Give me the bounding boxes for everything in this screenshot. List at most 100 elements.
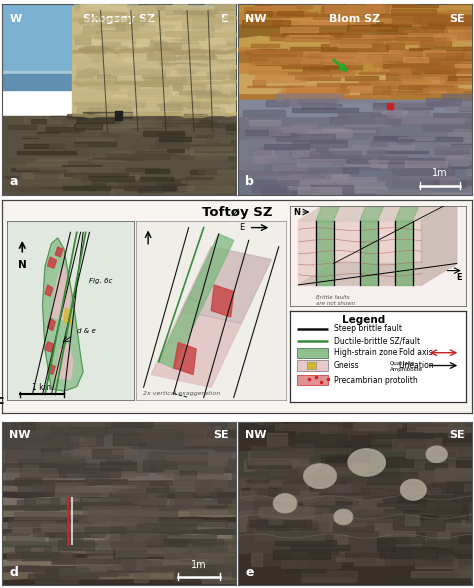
Bar [200, 47, 225, 55]
Bar [86, 521, 128, 529]
Bar [146, 539, 186, 546]
Bar [164, 121, 212, 126]
Bar [63, 186, 109, 191]
Bar [182, 570, 228, 575]
Text: d: d [9, 566, 18, 579]
Bar [225, 23, 272, 26]
Bar [392, 168, 454, 175]
Bar [141, 87, 154, 92]
Bar [383, 174, 396, 178]
Bar [128, 89, 168, 96]
Bar [426, 98, 461, 105]
Bar [253, 16, 265, 19]
Bar [459, 536, 474, 543]
Bar [145, 169, 169, 173]
Bar [38, 158, 85, 160]
Bar [115, 46, 126, 51]
Bar [41, 447, 60, 457]
Bar [178, 431, 223, 436]
Bar [293, 499, 358, 505]
Bar [160, 535, 216, 546]
Bar [149, 68, 168, 71]
Bar [70, 436, 84, 441]
Bar [116, 553, 145, 565]
Bar [420, 51, 461, 54]
Bar [180, 49, 192, 54]
Bar [368, 160, 388, 162]
Bar [100, 83, 116, 85]
Bar [82, 2, 126, 11]
Bar [275, 540, 336, 545]
Bar [171, 35, 186, 44]
Bar [17, 151, 76, 155]
Bar [201, 176, 267, 179]
Bar [158, 139, 180, 145]
Bar [290, 152, 349, 159]
Bar [188, 144, 237, 149]
Bar [275, 425, 331, 430]
Bar [89, 156, 127, 161]
Bar [398, 137, 434, 141]
Bar [216, 22, 251, 29]
Bar [346, 553, 378, 557]
Bar [421, 502, 461, 513]
Bar [104, 106, 131, 112]
Bar [31, 548, 43, 552]
Bar [364, 423, 404, 427]
Bar [83, 112, 132, 118]
Bar [469, 503, 474, 509]
Bar [138, 161, 185, 166]
Bar [252, 486, 312, 489]
Bar [173, 42, 183, 47]
Bar [299, 99, 336, 102]
Bar [181, 11, 219, 14]
Bar [187, 75, 233, 83]
Bar [97, 75, 116, 82]
Bar [402, 510, 468, 519]
Bar [261, 174, 330, 178]
Bar [328, 95, 389, 97]
Bar [99, 166, 163, 168]
Bar [426, 452, 455, 456]
Bar [264, 145, 310, 149]
Bar [206, 24, 235, 25]
Bar [410, 39, 460, 42]
Bar [383, 111, 405, 114]
Bar [427, 77, 458, 81]
Bar [86, 470, 109, 482]
Bar [252, 58, 319, 64]
Bar [378, 14, 445, 17]
Bar [185, 426, 219, 436]
Bar [24, 499, 59, 510]
Bar [445, 101, 474, 106]
Bar [262, 425, 322, 436]
Bar [17, 500, 35, 506]
Bar [177, 98, 192, 106]
Bar [367, 472, 417, 484]
Bar [374, 136, 407, 139]
Bar [409, 110, 429, 116]
Bar [18, 187, 38, 193]
Bar [239, 163, 263, 169]
Bar [416, 176, 456, 181]
Bar [466, 515, 474, 523]
Bar [169, 65, 195, 73]
Bar [433, 16, 474, 21]
Bar [30, 159, 91, 162]
Bar [215, 21, 231, 29]
Bar [215, 3, 263, 10]
Bar [333, 47, 379, 49]
Text: Fig. 6c: Fig. 6c [90, 278, 113, 283]
Bar [398, 429, 421, 441]
Bar [177, 64, 196, 72]
Bar [434, 113, 474, 119]
Text: NW: NW [9, 430, 31, 440]
Bar [451, 144, 474, 146]
Bar [63, 119, 114, 123]
Bar [37, 132, 79, 136]
Bar [231, 91, 274, 96]
Bar [76, 80, 107, 86]
Bar [184, 139, 206, 143]
Bar [432, 179, 474, 184]
Bar [235, 530, 278, 538]
